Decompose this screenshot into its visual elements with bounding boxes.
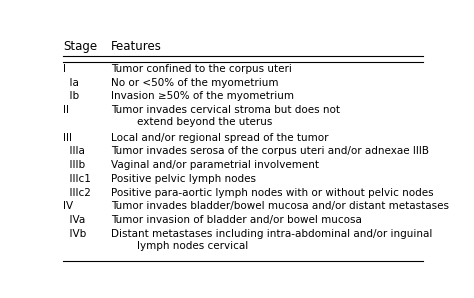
Text: No or <50% of the myometrium: No or <50% of the myometrium — [110, 77, 278, 88]
Text: IVb: IVb — [63, 229, 86, 239]
Text: IV: IV — [63, 201, 73, 211]
Text: Tumor invades serosa of the corpus uteri and/or adnexae IIIB: Tumor invades serosa of the corpus uteri… — [110, 146, 428, 156]
Text: IVa: IVa — [63, 215, 85, 225]
Text: Positive pelvic lymph nodes: Positive pelvic lymph nodes — [110, 174, 255, 184]
Text: Features: Features — [110, 40, 162, 53]
Text: Positive para-aortic lymph nodes with or without pelvic nodes: Positive para-aortic lymph nodes with or… — [110, 187, 433, 198]
Text: Local and/or regional spread of the tumor: Local and/or regional spread of the tumo… — [110, 133, 328, 142]
Text: IIIc1: IIIc1 — [63, 174, 91, 184]
Text: II: II — [63, 105, 69, 115]
Text: Invasion ≥50% of the myometrium: Invasion ≥50% of the myometrium — [110, 91, 294, 101]
Text: Tumor invades bladder/bowel mucosa and/or distant metastases: Tumor invades bladder/bowel mucosa and/o… — [110, 201, 449, 211]
Text: Stage: Stage — [63, 40, 97, 53]
Text: Tumor confined to the corpus uteri: Tumor confined to the corpus uteri — [110, 64, 292, 74]
Text: Distant metastases including intra-abdominal and/or inguinal
        lymph nodes: Distant metastases including intra-abdom… — [110, 229, 432, 251]
Text: Ia: Ia — [63, 77, 79, 88]
Text: III: III — [63, 133, 72, 142]
Text: IIIa: IIIa — [63, 146, 85, 156]
Text: I: I — [63, 64, 66, 74]
Text: IIIb: IIIb — [63, 160, 85, 170]
Text: Ib: Ib — [63, 91, 79, 101]
Text: IIIc2: IIIc2 — [63, 187, 91, 198]
Text: Tumor invasion of bladder and/or bowel mucosa: Tumor invasion of bladder and/or bowel m… — [110, 215, 362, 225]
Text: Vaginal and/or parametrial involvement: Vaginal and/or parametrial involvement — [110, 160, 319, 170]
Text: Tumor invades cervical stroma but does not
        extend beyond the uterus: Tumor invades cervical stroma but does n… — [110, 105, 340, 128]
